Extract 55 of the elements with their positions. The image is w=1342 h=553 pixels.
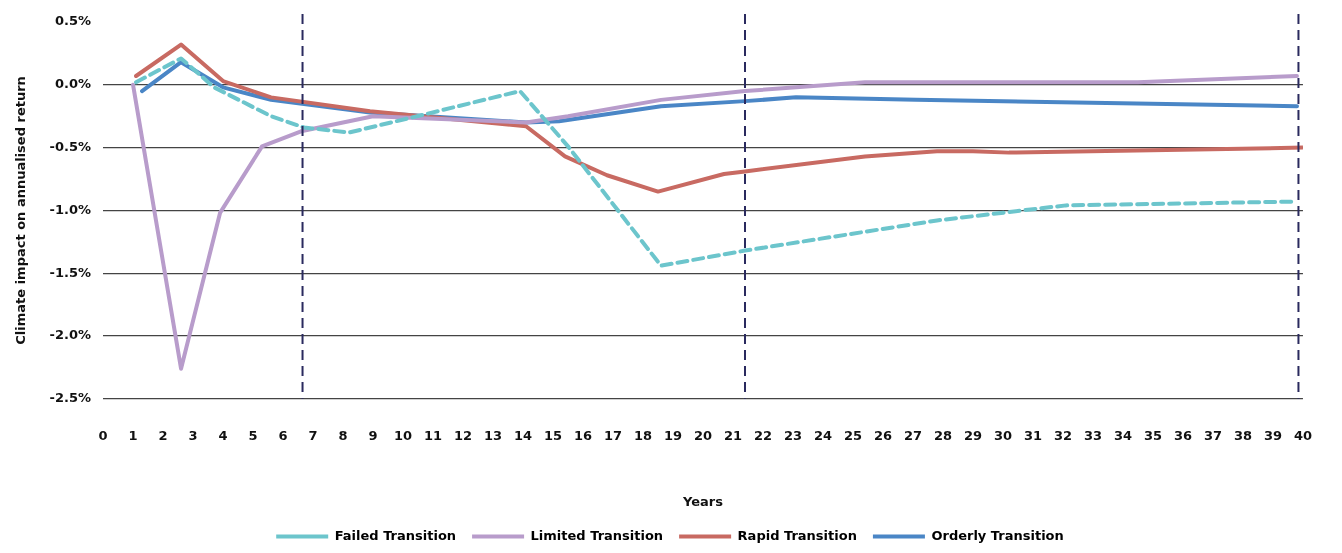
y-tick-label: -0.5% (49, 138, 92, 154)
x-tick-label: 33 (1083, 427, 1103, 443)
x-tick-label: 25 (843, 427, 863, 443)
x-tick-label: 20 (693, 427, 713, 443)
y-tick-label: -2.5% (49, 390, 92, 406)
x-tick-label: 39 (1263, 427, 1282, 443)
x-tick-label: 12 (453, 427, 473, 443)
x-tick-label: 26 (873, 427, 893, 443)
x-tick-label: 8 (338, 427, 348, 443)
x-tick-label: 24 (813, 427, 833, 443)
x-tick-label: 5 (248, 427, 258, 443)
x-tick-label: 3 (188, 427, 198, 443)
x-tick-label: 22 (753, 427, 773, 443)
x-tick-label: 30 (993, 427, 1013, 443)
x-tick-label: 4 (218, 427, 228, 443)
y-tick-label: 0.5% (54, 13, 92, 29)
x-tick-label: 34 (1113, 427, 1133, 443)
x-axis-title: Years (682, 493, 724, 509)
x-tick-label: 32 (1053, 427, 1073, 443)
x-tick-label: 37 (1203, 427, 1223, 443)
y-tick-label: -1.0% (49, 201, 92, 217)
legend-label: Limited Transition (530, 527, 664, 543)
x-tick-label: 15 (543, 427, 563, 443)
y-axis-title: Climate impact on annualised return (13, 76, 29, 345)
line-series (134, 56, 1296, 268)
x-tick-label: 36 (1173, 427, 1193, 443)
x-tick-label: 2 (158, 427, 168, 443)
x-tick-label: 1 (128, 427, 138, 443)
legend-label: Failed Transition (334, 527, 457, 543)
x-tick-label: 16 (573, 427, 593, 443)
y-tick-label: 0.0% (54, 76, 92, 92)
x-tick-label: 29 (963, 427, 983, 443)
x-tick-label: 7 (308, 427, 318, 443)
x-tick-label: 23 (783, 427, 803, 443)
x-tick-label: 14 (513, 427, 533, 443)
legend-label: Rapid Transition (737, 527, 857, 543)
x-tick-label: 13 (483, 427, 503, 443)
x-tick-label: 40 (1293, 427, 1312, 443)
x-tick-label: 31 (1023, 427, 1043, 443)
x-tick-label: 38 (1233, 427, 1253, 443)
x-tick-label: 35 (1143, 427, 1163, 443)
x-tick-label: 28 (933, 427, 953, 443)
x-tick-label: 10 (393, 427, 413, 443)
legend-label: Orderly Transition (931, 527, 1064, 543)
x-tick-label: 17 (603, 427, 623, 443)
x-tick-label: 9 (368, 427, 378, 443)
x-tick-label: 6 (278, 427, 288, 443)
x-tick-label: 21 (723, 427, 743, 443)
x-tick-label: 19 (663, 427, 683, 443)
x-tick-label: 27 (903, 427, 923, 443)
x-tick-label: 18 (633, 427, 653, 443)
y-tick-label: -2.0% (49, 327, 92, 343)
x-tick-label: 0 (98, 427, 108, 443)
y-tick-label: -1.5% (49, 264, 92, 280)
x-tick-label: 11 (423, 427, 443, 443)
